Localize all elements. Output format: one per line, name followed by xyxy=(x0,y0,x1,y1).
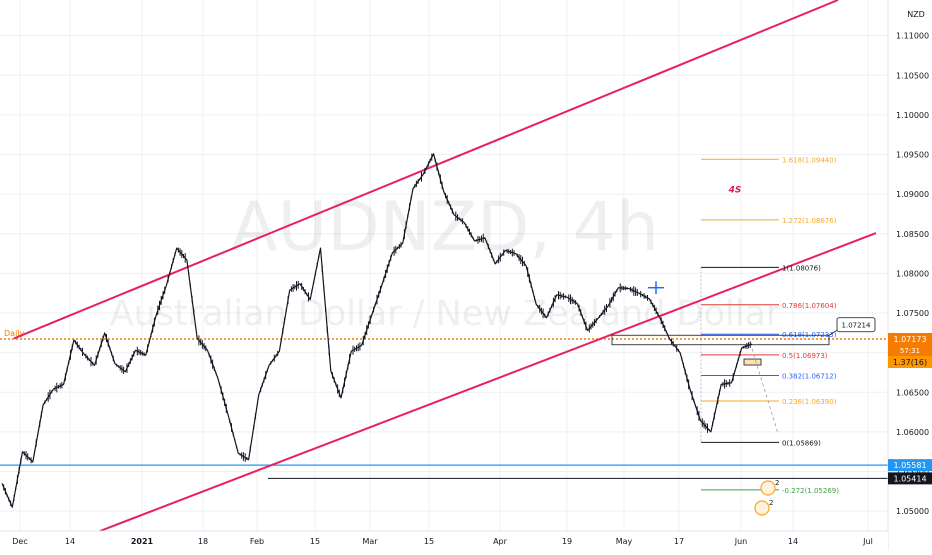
event-count: 2 xyxy=(775,479,779,487)
x-tick-label: 14 xyxy=(788,537,798,546)
fib-level-label: 1.618(1.09440) xyxy=(782,156,837,164)
callout-box xyxy=(836,317,876,333)
y-tick-label: 1.10000 xyxy=(896,111,929,120)
x-tick-label: Jun xyxy=(734,537,748,546)
entry-box xyxy=(743,358,762,366)
y-tick-label: 1.05500 xyxy=(896,468,929,477)
event-count: 2 xyxy=(769,499,773,507)
x-tick-label: 15 xyxy=(424,537,434,546)
event-bubble xyxy=(760,480,776,496)
watermark-symbol: AUDNZD, 4h xyxy=(231,188,659,267)
x-tick-label: 15 xyxy=(310,537,320,546)
price-tags: 1.07214 1.07173 57:31 1.37(16) 1.05581 1.0541… xyxy=(828,317,932,485)
grid xyxy=(0,0,888,531)
y-tick-label: 1.08500 xyxy=(896,230,929,239)
callout-label: 1.07214 xyxy=(842,322,871,330)
x-tick-label: May xyxy=(616,537,633,546)
fib-level-label: 0(1.05869) xyxy=(782,439,821,447)
drawings xyxy=(611,281,830,434)
orange-price-tag xyxy=(888,356,932,369)
y-tick-label: 1.06500 xyxy=(896,388,929,397)
y-tick-label: 1.09000 xyxy=(896,190,929,199)
x-tick-label: Feb xyxy=(250,537,264,546)
x-tick-label: Dec xyxy=(12,537,27,546)
dark-price-tag xyxy=(888,472,932,485)
annotations: 4S 2 2 xyxy=(728,186,779,516)
price-axis[interactable]: 1.11000 1.10500 1.10000 1.09500 1.09000 1.085… xyxy=(887,0,932,550)
x-tick-label: Mar xyxy=(362,537,378,546)
fib-level-label: -0.272(1.05269) xyxy=(782,487,839,495)
watermark-description: Australian Dollar / New Zealand Dollar xyxy=(110,294,781,334)
zone-rectangle xyxy=(611,334,830,346)
callout-pointer xyxy=(828,329,839,336)
y-tick-label: 1.05000 xyxy=(896,507,929,516)
currency-label: NZD xyxy=(907,10,925,19)
reference-levels: Daily xyxy=(0,329,888,479)
fib-level-label: 1.272(1.08676) xyxy=(782,217,837,225)
price-series xyxy=(1,153,753,508)
y-tick-label: 1.07500 xyxy=(896,309,929,318)
blue-price-tag xyxy=(888,459,932,472)
x-tick-label: 17 xyxy=(674,537,684,546)
event-bubble xyxy=(754,500,770,516)
x-tick-label: 14 xyxy=(65,537,75,546)
projection-line xyxy=(751,348,779,434)
annotation-4s: 4S xyxy=(728,186,742,196)
x-tick-label: Jul xyxy=(862,537,873,546)
watermark: AUDNZD, 4h Australian Dollar / New Zeala… xyxy=(110,188,781,334)
orange-price-label: 1.37(16) xyxy=(893,358,927,367)
x-tick-label: 2021 xyxy=(131,537,154,546)
fib-level-label: 0.786(1.07604) xyxy=(782,302,837,310)
y-tick-label: 1.08000 xyxy=(896,269,929,278)
channel-lower-line xyxy=(99,232,877,532)
daily-level-label: Daily xyxy=(4,329,25,338)
dark-price-label: 1.05414 xyxy=(893,474,926,483)
blue-price-label: 1.05581 xyxy=(893,461,926,470)
x-tick-label: 18 xyxy=(198,537,208,546)
fib-level-label: 0.5(1.06973) xyxy=(782,352,828,360)
current-price-label: 1.07173 xyxy=(893,335,926,344)
current-price-tag xyxy=(888,332,932,357)
x-tick-label: 19 xyxy=(562,537,572,546)
countdown-label: 57:31 xyxy=(900,347,920,355)
fib-level-label: 0.236(1.06390) xyxy=(782,398,837,406)
fib-level-label: 1(1.08076) xyxy=(782,264,821,272)
y-tick-label: 1.06000 xyxy=(896,428,929,437)
fib-level-label: 0.382(1.06712) xyxy=(782,373,837,381)
time-axis[interactable]: Dec 14 2021 18 Feb 15 Mar 15 Apr 19 May 17 Jun 14 Jul xyxy=(0,530,888,550)
y-tick-label: 1.09500 xyxy=(896,151,929,160)
y-tick-label: 1.11000 xyxy=(896,32,929,41)
x-tick-label: Apr xyxy=(493,537,508,546)
y-tick-label: 1.10500 xyxy=(896,71,929,80)
